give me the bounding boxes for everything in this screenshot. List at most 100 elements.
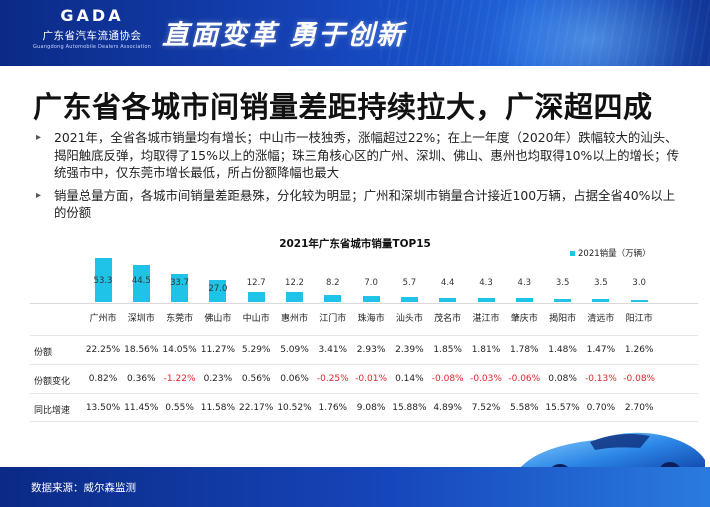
bullet-text: 销量总量方面，各城市间销量差距悬殊，分化较为明显；广州和深圳市销量合计接近100… <box>54 187 676 221</box>
table-cell: 1.47% <box>586 345 616 355</box>
table-cell: 15.57% <box>545 403 580 413</box>
table-cell: 1.78% <box>510 345 539 355</box>
category-label: 广州市 <box>89 314 117 324</box>
category-label: 肇庆市 <box>510 314 538 324</box>
logo-org-name-en: Guangdong Automobile Dealers Association <box>33 44 151 50</box>
table-cell: 7.52% <box>471 403 501 413</box>
table-cell: 5.09% <box>280 345 309 355</box>
bar-value-label: 8.2 <box>326 278 340 288</box>
table-cell: 0.55% <box>165 403 194 413</box>
table-cell: -0.01% <box>355 374 388 384</box>
bar-value-label: 44.5 <box>131 276 151 286</box>
chart-title: 2021年广东省城市销量TOP15 <box>279 238 431 250</box>
table-cell: 1.48% <box>548 345 577 355</box>
bar-value-label: 4.3 <box>479 278 493 288</box>
table-cell: -0.13% <box>584 374 617 384</box>
table-cell: 2.93% <box>356 345 386 355</box>
table-cell: 3.41% <box>318 345 348 355</box>
bar-9 <box>439 298 457 302</box>
bar-7 <box>362 296 380 302</box>
row-label-yoy-growth: 同比增速 <box>34 406 71 416</box>
category-label: 湛江市 <box>472 314 500 324</box>
table-cell: 22.25% <box>85 345 121 355</box>
table-cell: 1.81% <box>471 345 501 355</box>
table-cell: -0.03% <box>470 374 502 384</box>
bar-8 <box>400 297 418 302</box>
table-cell: -1.22% <box>163 374 196 384</box>
category-label: 阳江市 <box>625 314 653 324</box>
bar-1 <box>132 265 150 302</box>
bar-14 <box>630 299 648 302</box>
chart-legend: 2021销量（万辆） <box>570 247 651 259</box>
table-cell: 11.27% <box>200 345 236 355</box>
table-cell: 0.14% <box>395 374 424 384</box>
table-cell: 4.89% <box>433 403 462 413</box>
table-cell: -0.08% <box>623 374 656 384</box>
table-cell: 0.70% <box>586 403 616 413</box>
category-label: 汕头市 <box>395 314 423 324</box>
chart-baseline <box>30 303 698 304</box>
logo-org-name-cn: 广东省汽车流通协会 <box>42 30 142 42</box>
bar-3 <box>209 279 227 302</box>
header-streaks <box>380 0 710 66</box>
category-label: 江门市 <box>319 314 347 324</box>
footer-band: 数据来源：威尔森监测 <box>0 467 710 507</box>
bar-12 <box>554 299 572 302</box>
association-logo: GADA 广东省汽车流通协会 Guangdong Automobile Deal… <box>28 6 156 60</box>
table-cell: 22.17% <box>239 403 274 413</box>
bar-value-label: 53.3 <box>93 276 113 286</box>
bar-value-label: 4.3 <box>517 278 532 288</box>
category-label: 深圳市 <box>127 314 155 324</box>
bullet-arrow-icon: ▸ <box>36 132 42 143</box>
table-cell: 5.29% <box>241 345 271 355</box>
bar-11 <box>515 298 533 302</box>
bar-value-label: 7.0 <box>364 278 378 288</box>
table-cell: 0.08% <box>548 374 577 384</box>
table-cell: 9.08% <box>356 403 386 413</box>
legend-swatch <box>570 250 575 256</box>
header-glow <box>430 0 710 66</box>
category-label: 惠州市 <box>280 314 308 324</box>
bar-value-label: 33.7 <box>170 278 190 289</box>
table-cell: 11.45% <box>124 403 159 413</box>
table-cell: 0.36% <box>127 374 156 384</box>
bullet-list: ▸ 2021年，全省各城市销量均有增长；中山市一枝独秀，涨幅超过22%；在上一年… <box>36 129 686 227</box>
bar-4 <box>247 291 265 302</box>
bar-value-label: 12.7 <box>246 278 266 288</box>
table-cell: 0.06% <box>280 374 309 384</box>
table-cell: -0.08% <box>431 374 464 384</box>
table-divider <box>30 421 698 422</box>
bar-value-label: 4.4 <box>440 278 455 288</box>
table-cell: 15.88% <box>392 403 427 413</box>
category-label: 珠海市 <box>357 314 385 324</box>
slogan: 直面变革 勇于创新 <box>162 20 406 51</box>
category-label: 中山市 <box>242 314 270 324</box>
page-title: 广东省各城市间销量差距持续拉大，广深超四成 <box>33 90 653 124</box>
table-cell: 0.56% <box>241 374 271 384</box>
logo-mark: GADA <box>60 6 124 25</box>
table-divider <box>30 364 698 365</box>
row-label-share: 份额 <box>34 348 53 358</box>
table-cell: 1.26% <box>624 345 654 355</box>
bar-5 <box>286 291 303 302</box>
table-cell: 0.23% <box>203 374 233 384</box>
table-cell: 18.56% <box>124 345 159 355</box>
bar-value-label: 27.0 <box>208 283 228 294</box>
table-cell: 10.52% <box>277 403 312 413</box>
table-cell: 1.76% <box>318 403 348 413</box>
table-cell: 13.50% <box>85 403 121 413</box>
header-banner: GADA 广东省汽车流通协会 Guangdong Automobile Deal… <box>0 0 710 66</box>
category-label: 茂名市 <box>434 314 462 324</box>
table-cell: 11.58% <box>200 403 236 413</box>
table-cell: 1.85% <box>433 345 462 355</box>
table-divider <box>30 335 698 336</box>
bar-value-label: 5.7 <box>402 278 417 288</box>
category-label: 佛山市 <box>204 314 232 324</box>
table-cell: 5.58% <box>510 403 539 413</box>
table-cell: -0.06% <box>508 374 541 384</box>
bullet-arrow-icon: ▸ <box>36 189 42 201</box>
bar-value-label: 3.0 <box>632 278 646 288</box>
bar-10 <box>477 298 495 302</box>
table-cell: -0.25% <box>316 374 349 384</box>
